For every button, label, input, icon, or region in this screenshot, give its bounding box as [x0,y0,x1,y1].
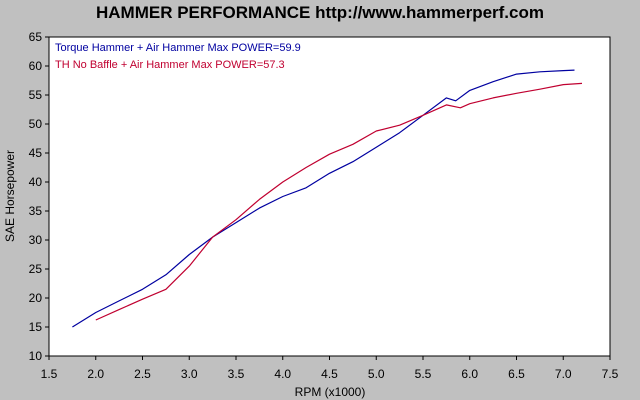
x-tick-label: 3.0 [181,367,198,381]
y-tick-label: 50 [29,117,43,131]
y-tick-label: 45 [29,146,43,160]
legend-entry-1: Torque Hammer + Air Hammer Max POWER=59.… [55,42,301,54]
x-axis: 1.5 2.0 2.5 3.0 3.5 4.0 4.5 5.0 5.5 6.0 6.5 7.0 7.5 [41,356,619,381]
series-layer [72,69,583,328]
x-tick-label: 6.0 [461,367,478,381]
x-tick-label: 6.5 [508,367,525,381]
x-tick-label: 2.0 [87,367,104,381]
y-tick-label: 55 [29,88,43,102]
y-axis-label: SAE Horsepower [3,150,17,242]
y-tick-label: 15 [29,320,43,334]
x-tick-label: 7.0 [555,367,572,381]
legend: Torque Hammer + Air Hammer Max POWER=59.… [55,42,301,71]
series-line-2 [95,82,583,321]
y-tick-label: 30 [29,233,43,247]
x-tick-label: 5.0 [368,367,385,381]
x-tick-label: 7.5 [602,367,619,381]
y-tick-label: 35 [29,204,43,218]
x-tick-label: 1.5 [41,367,58,381]
y-axis: 10 15 20 25 30 35 40 45 50 55 60 65 [29,30,49,363]
x-tick-label: 4.5 [321,367,338,381]
y-tick-label: 10 [29,349,43,363]
y-tick-label: 40 [29,175,43,189]
x-tick-label: 3.5 [228,367,245,381]
x-tick-label: 2.5 [134,367,151,381]
y-tick-label: 25 [29,262,43,276]
y-tick-label: 20 [29,291,43,305]
plot-area [48,36,611,357]
x-tick-label: 4.0 [274,367,291,381]
x-axis-label: RPM (x1000) [295,385,366,399]
y-tick-label: 60 [29,59,43,73]
chart-title: HAMMER PERFORMANCE http://www.hammerperf… [96,3,544,22]
y-tick-label: 65 [29,30,43,44]
x-tick-label: 5.5 [415,367,432,381]
legend-entry-2: TH No Baffle + Air Hammer Max POWER=57.3 [55,59,285,71]
series-line-1 [72,69,575,328]
